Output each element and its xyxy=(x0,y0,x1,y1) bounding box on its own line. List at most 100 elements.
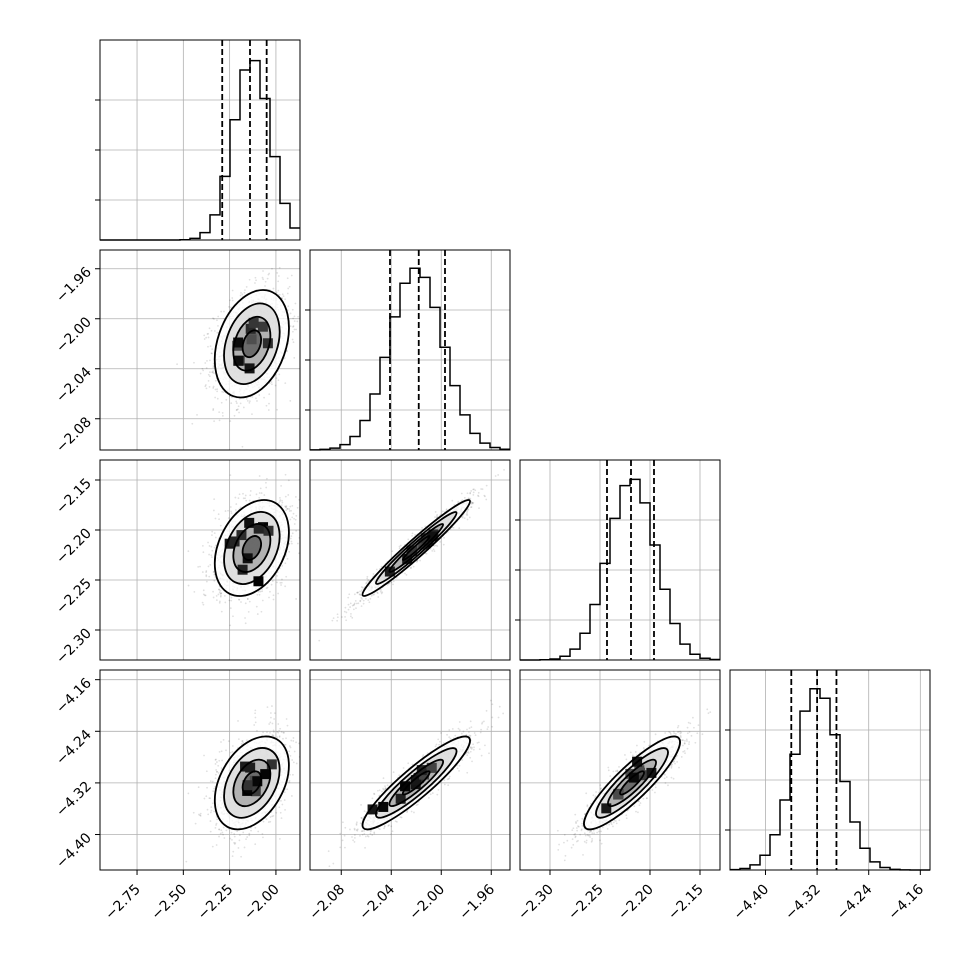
density-cell xyxy=(253,523,264,534)
sample-point xyxy=(266,277,269,280)
sample-point xyxy=(257,590,260,593)
sample-point xyxy=(204,384,207,386)
sample-point xyxy=(268,596,270,599)
sample-point xyxy=(465,513,468,516)
sample-point xyxy=(212,408,215,410)
contour-line xyxy=(213,499,290,597)
sample-point xyxy=(287,287,290,290)
density-cell xyxy=(253,576,264,587)
sample-point xyxy=(249,494,252,497)
sample-point xyxy=(272,598,275,601)
sample-point xyxy=(248,401,251,404)
sample-point xyxy=(207,336,210,339)
sample-point xyxy=(284,562,287,565)
sample-point xyxy=(472,501,475,504)
sample-point xyxy=(497,474,500,476)
sample-point xyxy=(359,593,362,596)
sample-point xyxy=(285,555,287,557)
sample-point xyxy=(359,590,361,593)
sample-point xyxy=(230,596,233,599)
sample-point xyxy=(470,502,472,505)
sample-point xyxy=(210,554,213,557)
sample-point xyxy=(281,293,284,296)
sample-point xyxy=(201,367,204,370)
sample-point xyxy=(211,371,214,374)
sample-point xyxy=(415,560,418,563)
sample-point xyxy=(265,587,268,590)
axes-frame xyxy=(309,459,511,661)
sample-point xyxy=(293,517,295,520)
sample-point xyxy=(237,408,239,411)
sample-point xyxy=(247,610,250,613)
sample-point xyxy=(425,552,428,555)
sample-point xyxy=(295,328,297,331)
sample-point xyxy=(485,484,488,487)
sample-point xyxy=(216,390,219,393)
sample-point xyxy=(414,533,416,536)
sample-point xyxy=(380,589,382,591)
sample-point xyxy=(303,513,305,515)
sample-point xyxy=(280,584,282,586)
sample-point xyxy=(223,310,225,313)
sample-point xyxy=(204,362,207,364)
sample-point xyxy=(212,590,214,593)
sample-point xyxy=(405,573,408,576)
sample-point xyxy=(472,491,475,494)
sample-point xyxy=(292,330,294,333)
sample-point xyxy=(212,387,215,389)
sample-point xyxy=(347,596,350,599)
sample-point xyxy=(284,473,287,476)
sample-point xyxy=(244,494,247,497)
sample-point xyxy=(466,510,469,513)
axes-frame xyxy=(99,39,301,241)
sample-point xyxy=(222,463,224,465)
sample-point xyxy=(255,493,258,496)
sample-point xyxy=(373,593,376,596)
sample-point xyxy=(284,382,287,384)
sample-point xyxy=(276,574,279,577)
sample-point xyxy=(205,580,208,583)
sample-point xyxy=(471,501,474,504)
sample-point xyxy=(468,497,470,500)
sample-point xyxy=(212,317,214,320)
sample-point xyxy=(303,349,305,351)
sample-point xyxy=(280,581,283,584)
sample-point xyxy=(239,506,242,509)
sample-point xyxy=(249,490,252,492)
sample-point xyxy=(345,619,348,622)
sample-point xyxy=(463,496,466,499)
sample-point xyxy=(375,568,378,571)
sample-point xyxy=(351,616,354,619)
sample-point xyxy=(227,509,229,512)
sample-point xyxy=(202,551,205,554)
sample-point xyxy=(244,617,246,619)
sample-point xyxy=(399,544,402,547)
sample-point xyxy=(381,591,384,594)
sample-point xyxy=(208,327,211,330)
sample-point xyxy=(304,565,306,567)
sample-point xyxy=(207,332,210,335)
histogram-panel-3 xyxy=(515,459,721,661)
sample-point xyxy=(352,608,355,611)
sample-point xyxy=(258,492,261,494)
sample-point xyxy=(281,499,283,502)
sample-point xyxy=(205,571,208,574)
sample-point xyxy=(207,379,210,382)
sample-point xyxy=(412,565,415,568)
sample-point xyxy=(302,339,304,341)
sample-point xyxy=(261,588,263,591)
sample-point xyxy=(356,591,359,594)
sample-point xyxy=(474,489,477,492)
sample-point xyxy=(443,536,445,539)
sample-point xyxy=(367,599,370,602)
sample-point xyxy=(279,500,281,503)
sample-point xyxy=(229,607,232,610)
sample-point xyxy=(221,411,224,414)
sample-point xyxy=(287,305,290,308)
sample-point xyxy=(242,497,245,500)
sample-point xyxy=(478,507,480,510)
sample-point xyxy=(304,322,306,324)
sample-point xyxy=(231,297,234,299)
sample-point xyxy=(398,545,401,548)
sample-point xyxy=(212,409,215,411)
